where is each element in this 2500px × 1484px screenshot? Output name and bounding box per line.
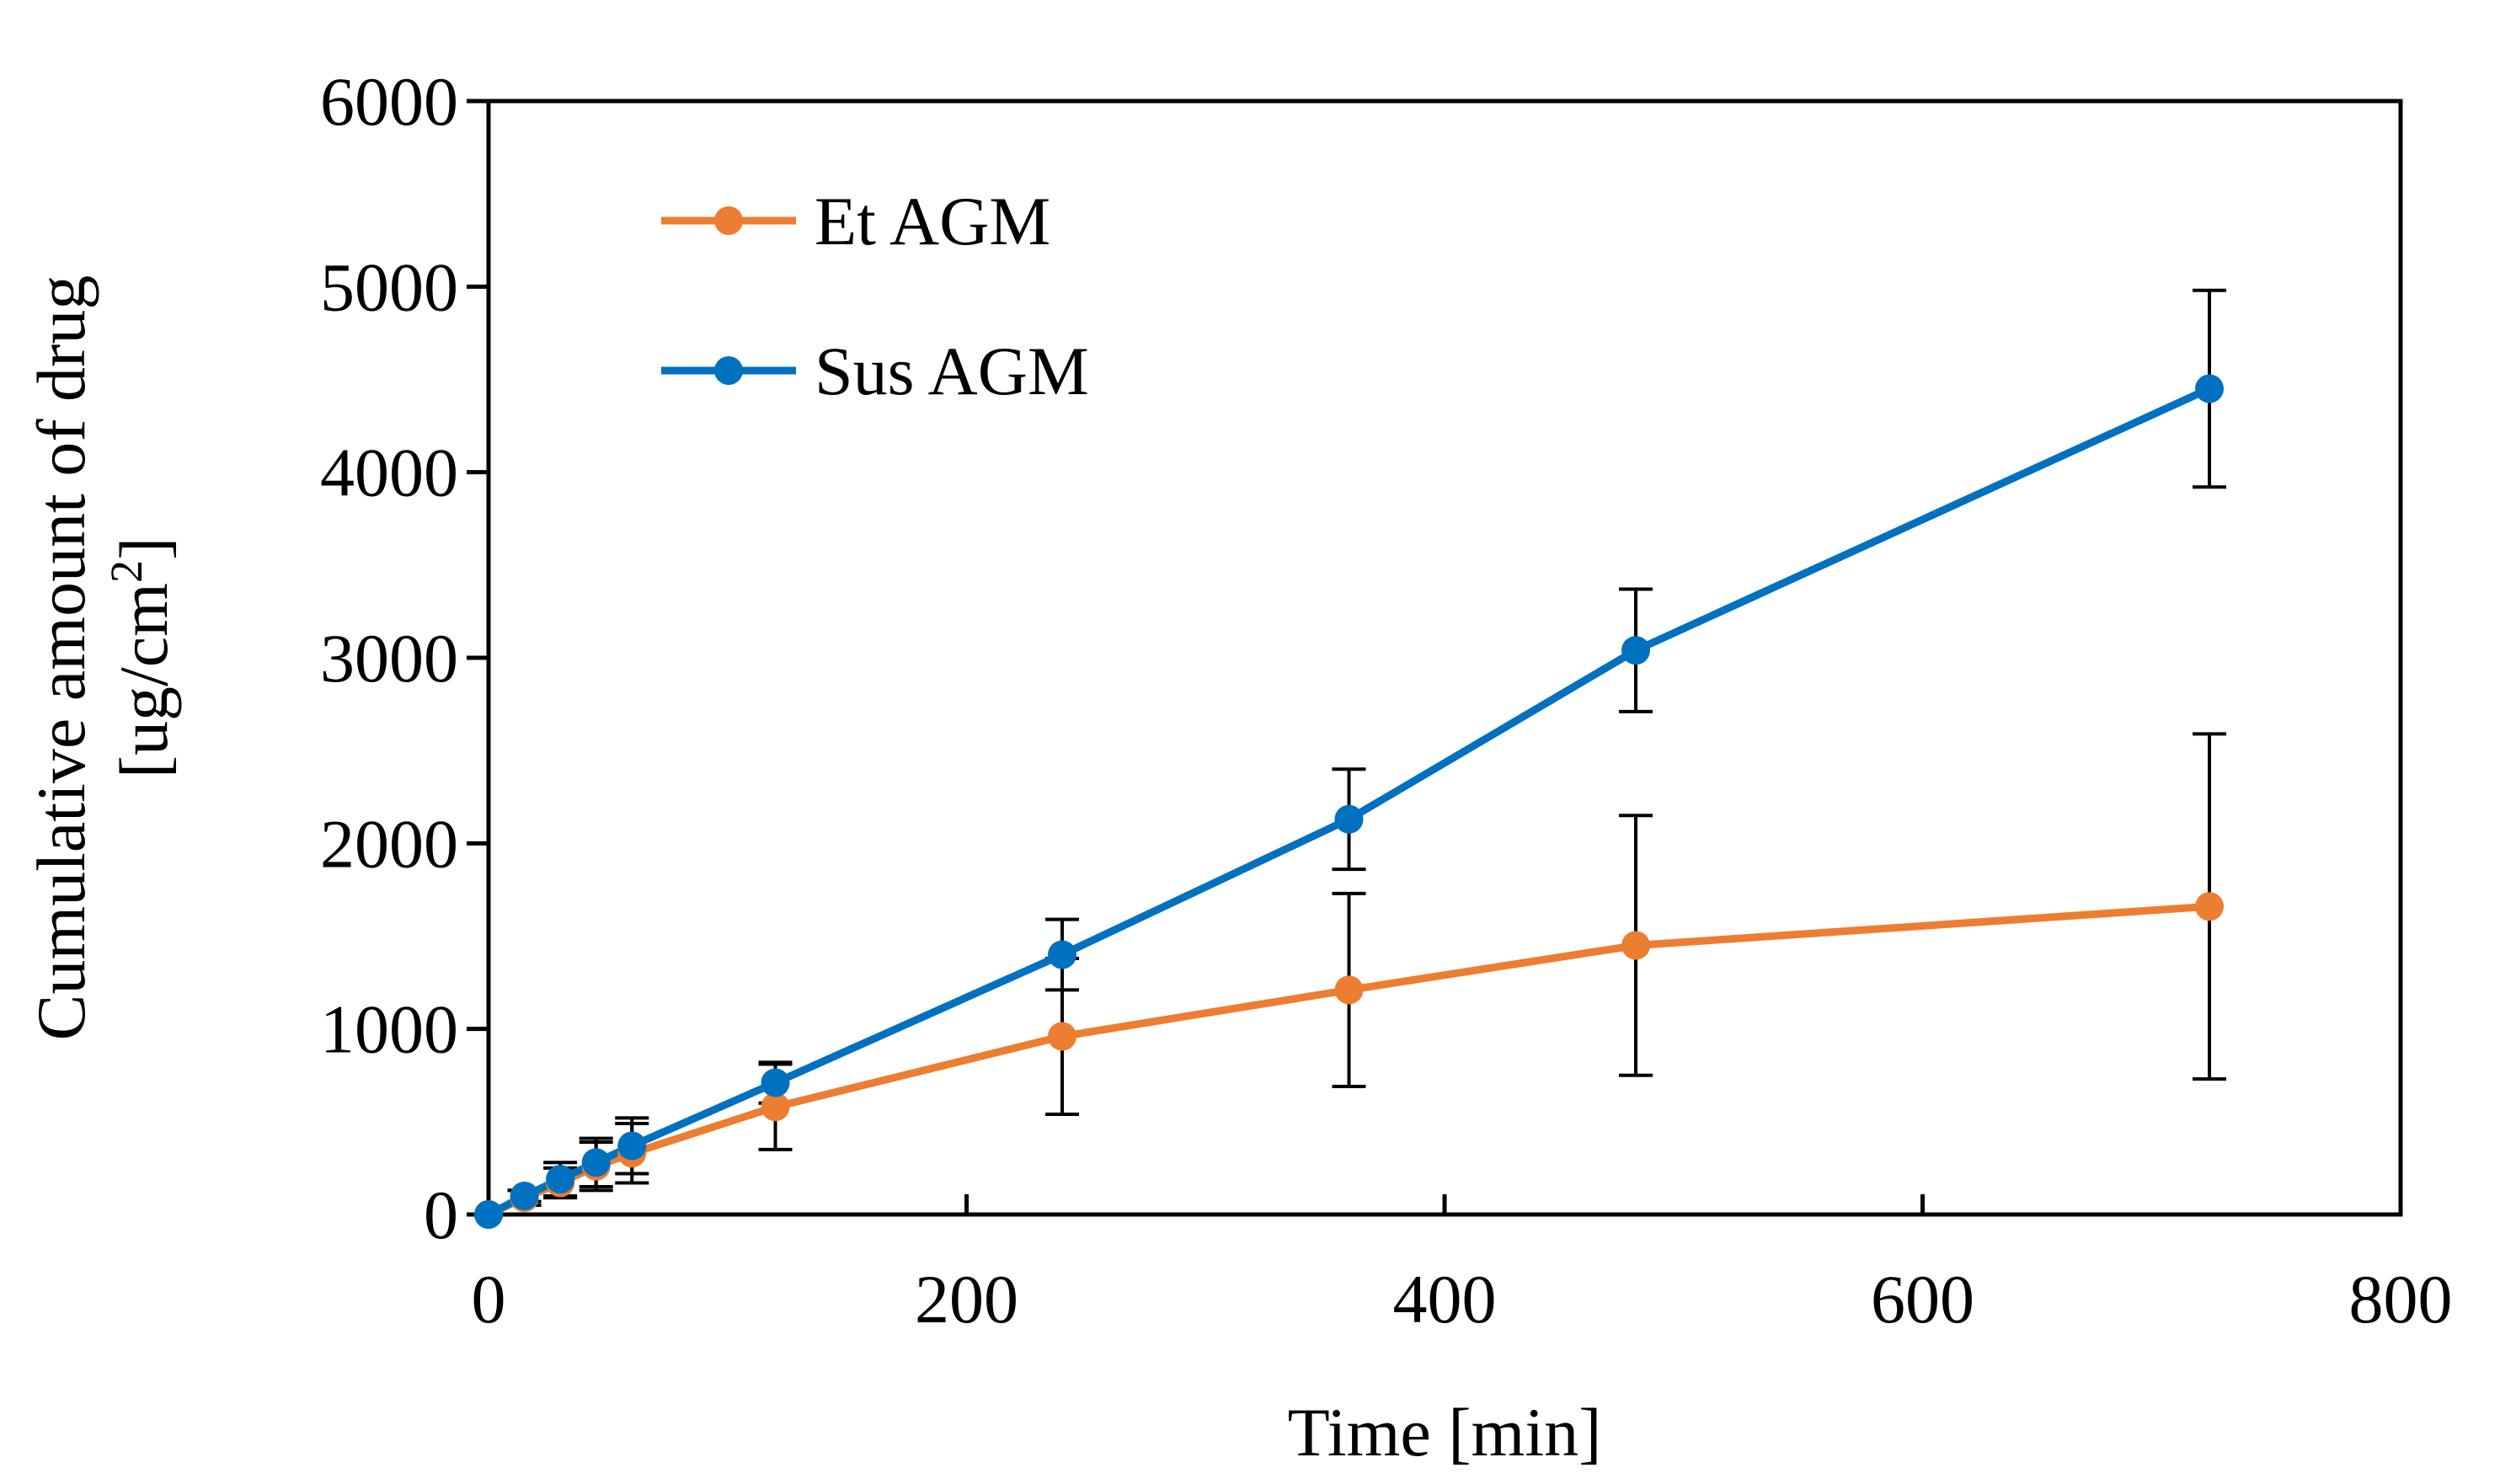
x-tick-label: 400 [1393,1261,1497,1337]
data-point-0-9 [2195,892,2224,921]
legend: Et AGM Sus AGM [661,183,1089,409]
data-point-1-2 [546,1165,575,1194]
y-axis-title-line1: Cumulative amount of drug [23,275,99,1041]
y-axis-title: Cumulative amount of drug [ug/cm2] [23,275,182,1041]
data-point-1-7 [1334,804,1364,834]
error-bars [507,288,2226,1207]
y-tick-label: 3000 [320,620,458,697]
data-point-1-5 [761,1068,790,1097]
data-point-1-3 [581,1148,611,1177]
data-point-0-6 [1048,1022,1076,1051]
plot-area-frame [486,99,2403,1217]
x-axis-title: Time [min] [1288,1394,1602,1471]
y-tick-label: 6000 [320,63,458,140]
data-point-1-8 [1621,636,1650,665]
legend-label-1: Sus AGM [815,333,1089,409]
x-tick-label: 600 [1871,1261,1974,1337]
data-point-0-8 [1621,931,1650,960]
x-tick-label: 800 [2349,1261,2453,1337]
data-point-1-1 [510,1181,539,1210]
y-axis-ticks: 0 1000 2000 3000 4000 5000 6000 [320,63,489,1253]
y-axis-title-line2: [ug/cm2] [101,537,182,779]
data-point-1-0 [474,1200,503,1229]
y-tick-label: 0 [424,1177,458,1253]
series-line-sus-agm [486,385,2211,1218]
y-axis-title-unit-superscript: 2 [101,560,152,583]
y-tick-label: 4000 [320,435,458,511]
y-axis-title-unit-close: ] [105,537,182,560]
data-point-1-6 [1048,940,1076,969]
series-markers [474,374,2224,1229]
data-point-0-7 [1334,975,1364,1005]
y-tick-label: 2000 [320,805,458,882]
legend-label-0: Et AGM [815,183,1050,259]
series-lines [486,385,2211,1219]
y-axis-title-unit: [ug/cm [105,583,182,778]
y-tick-label: 1000 [320,991,458,1068]
legend-marker-1 [714,356,743,385]
x-tick-label: 0 [472,1261,506,1337]
x-axis-ticks: 0 200 400 600 800 [472,1194,2453,1337]
x-tick-label: 200 [915,1261,1018,1337]
data-point-1-9 [2195,374,2224,403]
y-tick-label: 5000 [320,248,458,325]
data-point-1-4 [617,1131,647,1161]
data-point-0-5 [761,1092,790,1122]
legend-marker-0 [714,206,743,235]
